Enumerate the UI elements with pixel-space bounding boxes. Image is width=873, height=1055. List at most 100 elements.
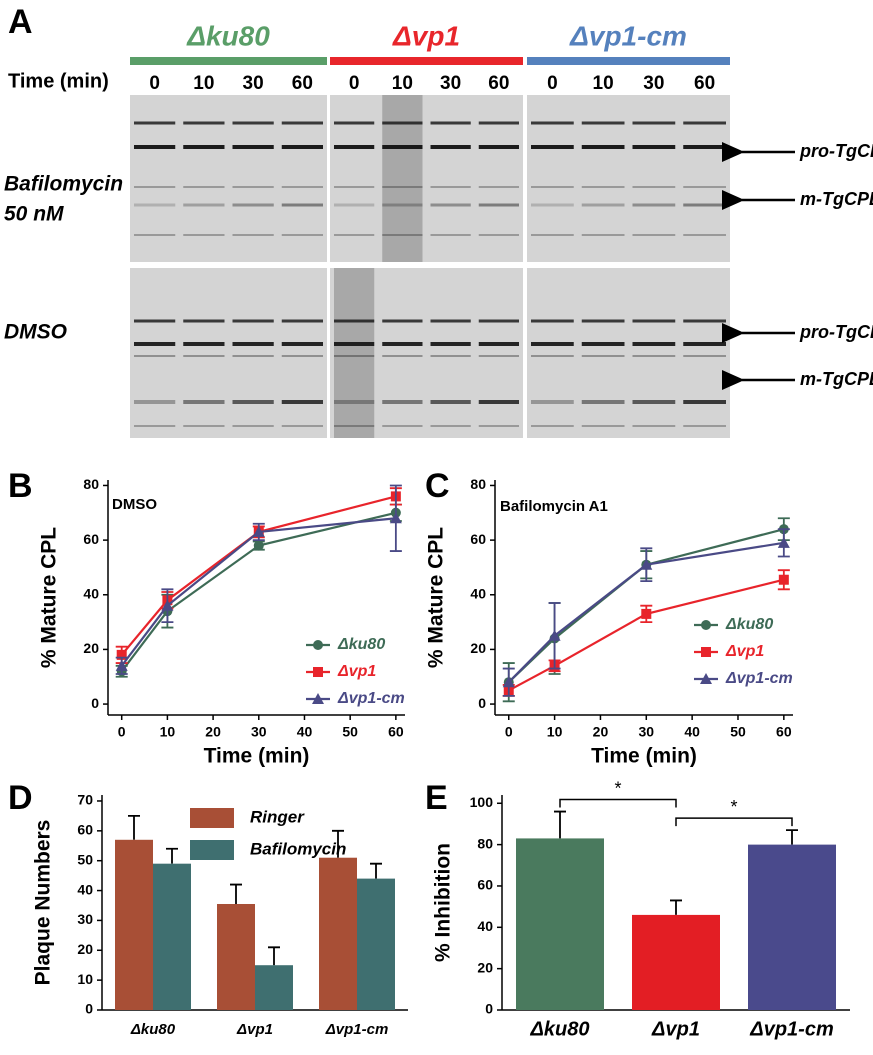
x-tick-label: Δvp1 — [651, 1018, 700, 1040]
legend-marker — [313, 640, 323, 650]
y-tick-label: 60 — [477, 877, 493, 893]
gel-band — [334, 234, 375, 236]
y-tick-label: 0 — [91, 695, 99, 711]
strain-label: Δku80 — [186, 20, 270, 51]
gel-band — [430, 319, 471, 323]
error-bar — [128, 815, 140, 840]
gel-band — [430, 425, 471, 427]
y-axis-label: % Mature CPL — [38, 527, 61, 668]
point — [778, 574, 789, 585]
y-tick-label: 80 — [470, 476, 486, 492]
y-tick-label: 50 — [77, 851, 93, 867]
x-tick-label: Δvp1 — [236, 1021, 273, 1038]
y-tick-label: 20 — [77, 941, 93, 957]
gel-block — [527, 268, 730, 438]
gel-band — [334, 121, 375, 125]
point — [161, 599, 174, 611]
legend-marker — [701, 620, 711, 630]
y-tick-label: 60 — [83, 531, 99, 547]
time-label: Time (min) — [8, 70, 109, 92]
panel-label: C — [425, 467, 450, 505]
lane-label: 30 — [243, 73, 264, 94]
strain-bar — [330, 57, 523, 65]
band-label: pro-TgCPL — [799, 322, 873, 342]
legend-marker — [313, 667, 323, 677]
x-tick-label: 40 — [684, 724, 700, 740]
lane-label: 10 — [392, 73, 413, 94]
gel-band — [478, 121, 519, 125]
gel-block — [527, 95, 730, 262]
bar — [115, 839, 153, 1010]
gel-band — [632, 186, 676, 188]
lane-label: 30 — [440, 73, 461, 94]
series-line — [120, 517, 396, 667]
gel-band — [478, 234, 519, 236]
gel-band — [632, 342, 676, 346]
legend-swatch — [190, 840, 234, 860]
gel-band — [134, 234, 176, 236]
x-tick-label: 10 — [160, 724, 176, 740]
strain-bar — [527, 57, 730, 65]
gel-band — [683, 425, 726, 427]
gel-band — [281, 203, 323, 207]
gel-band — [183, 121, 225, 125]
y-tick-label: 0 — [485, 1001, 493, 1017]
bar — [255, 965, 293, 1010]
legend-label: Δku80 — [337, 636, 385, 653]
gel-band — [334, 342, 375, 346]
error-bar — [554, 810, 566, 839]
gel-band — [581, 355, 625, 357]
gel-band — [478, 342, 519, 346]
gel-band — [478, 319, 519, 323]
x-tick-label: 60 — [776, 724, 792, 740]
gel-band — [632, 203, 676, 207]
gel-band — [183, 186, 225, 188]
point — [253, 540, 264, 551]
bar — [319, 857, 357, 1010]
lane-label: 0 — [149, 73, 160, 94]
significance-label: * — [730, 797, 737, 817]
gel-band — [430, 121, 471, 125]
y-axis-label: Plaque Numbers — [32, 820, 55, 986]
gel-band — [478, 425, 519, 427]
gel-band — [430, 203, 471, 207]
y-tick-label: 80 — [83, 476, 99, 492]
gel-band — [232, 203, 274, 207]
gel-band — [232, 342, 274, 346]
gel-band — [531, 234, 574, 236]
lane-label: 0 — [547, 73, 558, 94]
x-tick-label: 0 — [118, 724, 126, 740]
gel-band — [632, 234, 676, 236]
gel-smear — [334, 268, 375, 438]
gel-band — [531, 145, 574, 149]
x-tick-label: 0 — [505, 724, 513, 740]
gel-band — [683, 203, 726, 207]
gel-band — [478, 355, 519, 357]
gel-band — [134, 203, 176, 207]
error-bar — [670, 899, 682, 915]
point — [116, 649, 127, 660]
gel-band — [134, 425, 176, 427]
gel-band — [581, 121, 625, 125]
x-tick-label: Δku80 — [130, 1021, 176, 1038]
gel-band — [281, 425, 323, 427]
gel-band — [632, 121, 676, 125]
gel-band — [683, 145, 726, 149]
gel-band — [134, 186, 176, 188]
gel-band — [134, 342, 176, 346]
y-tick-label: 40 — [477, 918, 493, 934]
error-bar — [370, 862, 382, 879]
y-tick-label: 30 — [77, 911, 93, 927]
band-label: m-TgCPL — [800, 189, 873, 209]
legend-label: Δku80 — [725, 616, 773, 633]
y-tick-label: 40 — [77, 881, 93, 897]
bar — [153, 863, 191, 1010]
gel-band — [430, 400, 471, 404]
gel-band — [632, 425, 676, 427]
gel-band — [382, 400, 423, 404]
bar — [748, 844, 836, 1010]
bar — [516, 838, 604, 1010]
gel-band — [281, 121, 323, 125]
gel-band — [430, 145, 471, 149]
legend-marker — [701, 647, 711, 657]
